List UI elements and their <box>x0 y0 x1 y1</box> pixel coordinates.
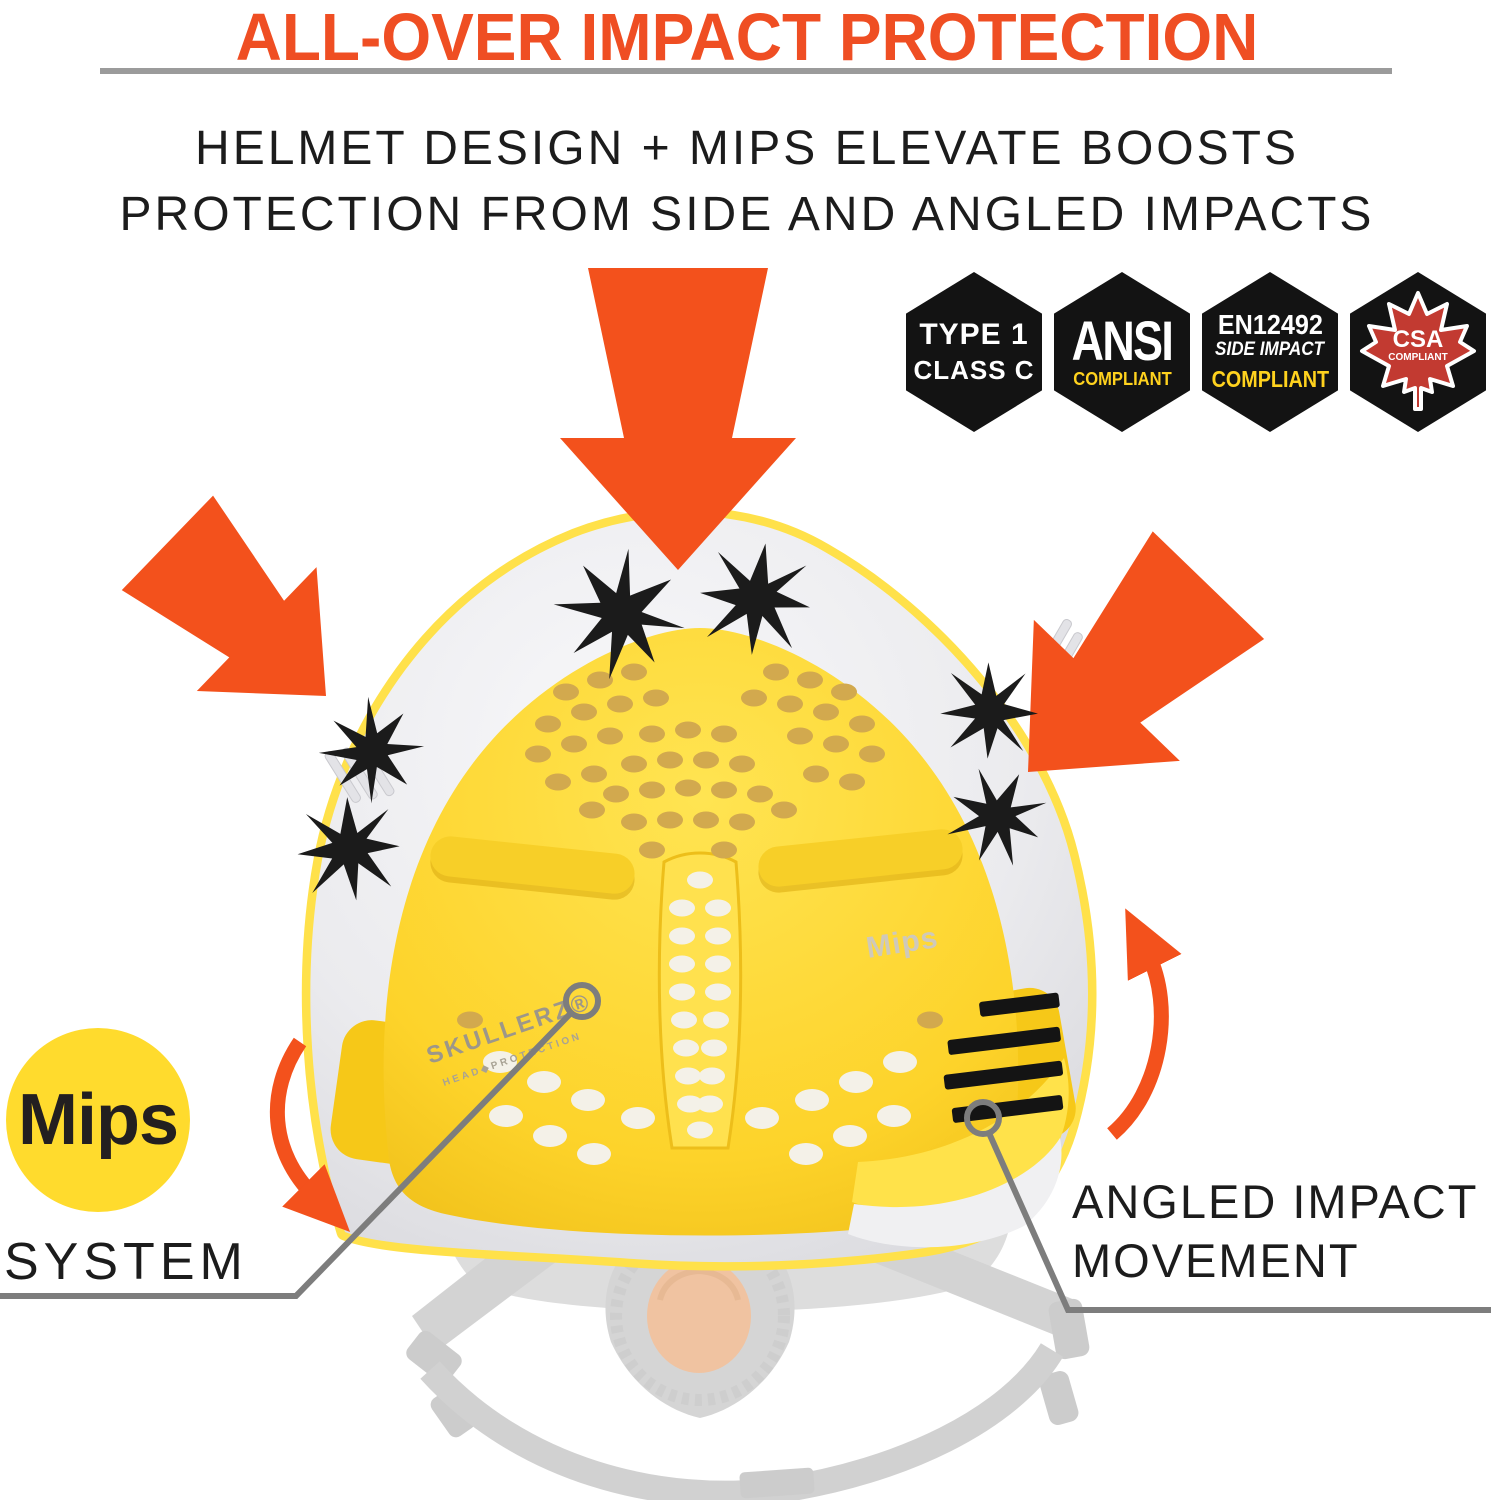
mips-callout-line <box>0 1010 574 1299</box>
angled-impact-line2: MOVEMENT <box>1072 1234 1360 1287</box>
badge-ansi-line1: ANSI <box>1071 308 1174 372</box>
page-title: ALL-OVER IMPACT PROTECTION <box>235 0 1259 75</box>
badge-en12492-line2: SIDE IMPACT <box>1215 339 1325 360</box>
mips-logo-text: Mips <box>17 1080 179 1160</box>
mips-logo-badge: Mips <box>6 1028 190 1212</box>
badge-en12492-line1: EN12492 <box>1217 309 1323 340</box>
title-divider <box>100 68 1392 74</box>
badge-type1-line1: TYPE 1 <box>919 318 1029 351</box>
ratchet-knob <box>647 1259 751 1373</box>
badge-csa-line1: CSA <box>1392 326 1444 353</box>
callout-lines <box>0 982 1491 1313</box>
angled-impact-line1: ANGLED IMPACT <box>1072 1175 1479 1228</box>
subtitle-line-2: PROTECTION FROM SIDE AND ANGLED IMPACTS <box>119 188 1375 241</box>
left-impact-arrow <box>107 480 386 758</box>
left-rotation-arrow <box>269 1037 351 1233</box>
maple-leaf-icon <box>1350 272 1486 432</box>
mips-callout-point <box>563 982 601 1020</box>
subtitle-line-1: HELMET DESIGN + MIPS ELEVATE BOOSTS <box>195 122 1299 175</box>
certification-badges: TYPE 1 CLASS C ANSI COMPLIANT EN12492 SI… <box>906 272 1486 432</box>
badge-csa-line2: COMPLIANT <box>1388 352 1448 363</box>
badge-en12492-line3: COMPLIANT <box>1211 366 1329 392</box>
angled-callout-point <box>964 1099 1002 1137</box>
rotation-arrows <box>269 908 1182 1233</box>
angled-callout-line <box>986 1131 1491 1313</box>
angled-impact-label: ANGLED IMPACT MOVEMENT <box>1072 1172 1478 1290</box>
badge-ansi-line2: COMPLIANT <box>1072 368 1172 389</box>
subtitle: HELMET DESIGN + MIPS ELEVATE BOOSTS PROT… <box>0 116 1494 248</box>
badge-type1-line2: CLASS C <box>913 355 1035 385</box>
movement-stripes <box>943 992 1064 1123</box>
movement-layers <box>848 1058 1069 1248</box>
right-rotation-arrow <box>1106 908 1182 1140</box>
mips-system-label: SYSTEM <box>4 1233 248 1291</box>
badge-csa-text: CSA COMPLIANT <box>1350 326 1486 364</box>
